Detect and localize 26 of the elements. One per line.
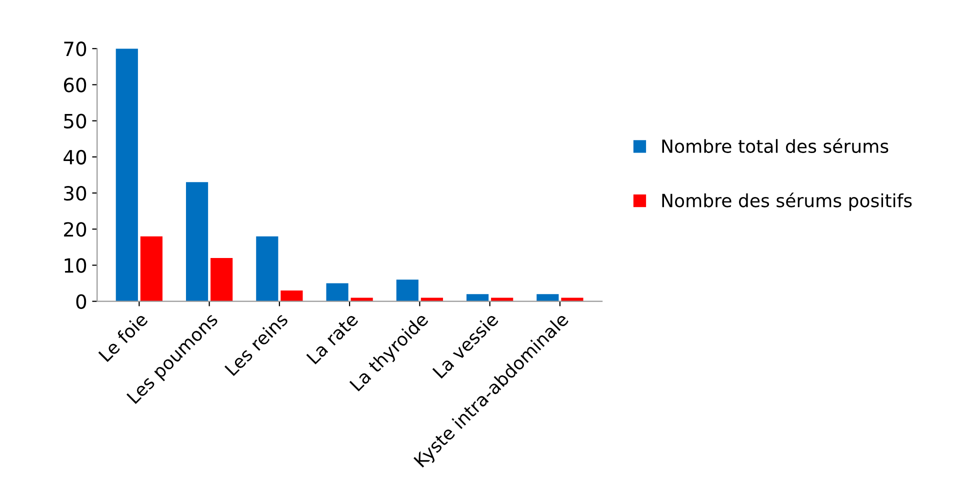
y-tick-label: 0 — [76, 294, 86, 309]
bar — [491, 298, 514, 302]
y-tick-label: 50 — [64, 114, 86, 128]
y-tick-label: 10 — [64, 258, 86, 273]
legend-label: Nombre total des sérums — [662, 138, 888, 154]
bar — [396, 280, 418, 302]
y-tick-label: 40 — [64, 150, 86, 165]
y-tick-label: 30 — [64, 186, 86, 201]
bar — [210, 258, 233, 302]
bar — [536, 294, 559, 302]
bar — [256, 236, 278, 302]
y-tick-label: 70 — [64, 42, 86, 56]
bar — [280, 290, 303, 302]
legend-label: Nombre des sérums positifs — [662, 192, 912, 211]
bar — [350, 298, 373, 302]
bar — [186, 182, 208, 302]
bar — [326, 283, 348, 302]
bar — [140, 236, 162, 302]
bar — [466, 294, 489, 302]
bar — [420, 298, 444, 302]
x-tick-label: Le foie — [98, 312, 148, 362]
y-tick-label: 60 — [64, 78, 86, 92]
bar — [116, 48, 138, 302]
y-tick-label: 20 — [64, 222, 86, 237]
x-tick-label: La rate — [306, 312, 359, 365]
bar — [561, 298, 584, 302]
